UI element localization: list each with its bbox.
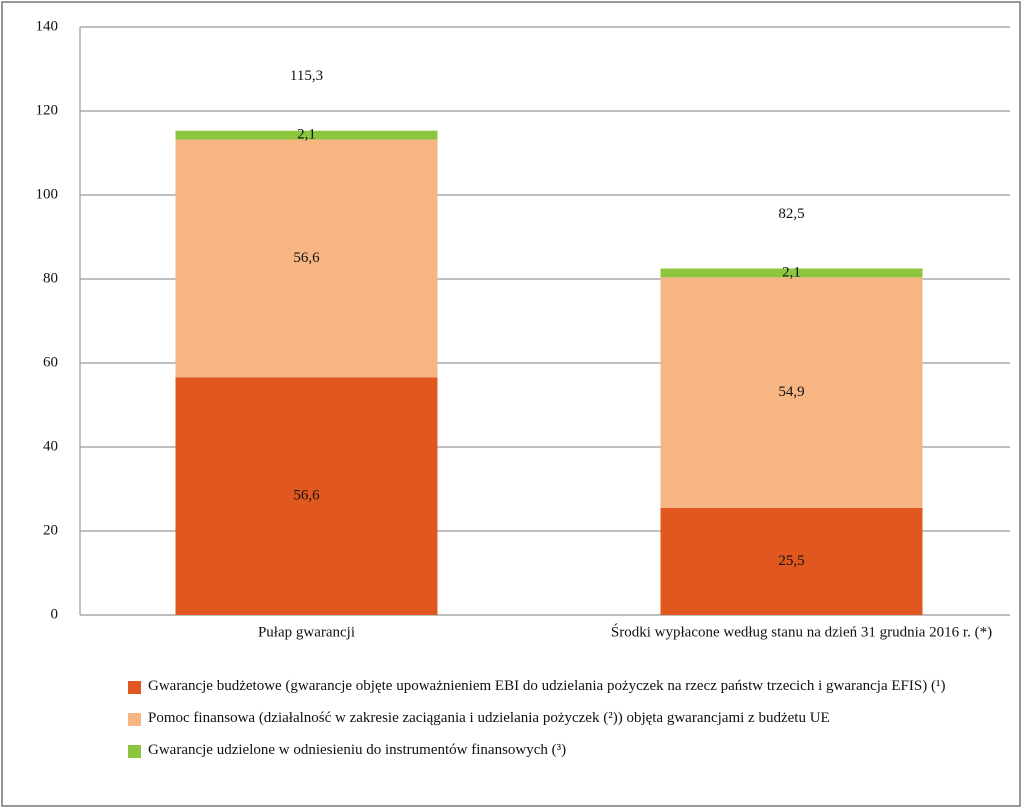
x-tick-label: Pułap gwarancji: [258, 624, 355, 640]
total-label: 82,5: [778, 206, 804, 222]
legend-item: Gwarancje budżetowe (gwarancje objęte up…: [128, 676, 1008, 696]
bar-segment: [660, 277, 923, 508]
legend-label: Gwarancje budżetowe (gwarancje objęte up…: [148, 678, 946, 694]
data-label: 2,1: [782, 264, 801, 280]
total-label: 115,3: [290, 68, 323, 84]
y-tick-label: 40: [43, 438, 58, 454]
bar-segment: [660, 507, 923, 615]
y-tick-label: 60: [43, 354, 58, 370]
data-label: 25,5: [778, 553, 804, 569]
y-tick-label: 120: [36, 102, 59, 118]
legend-swatch: [128, 745, 141, 758]
data-label: 2,1: [297, 127, 316, 143]
bar-segment: [660, 268, 923, 278]
legend-label: Gwarancje udzielone w odniesieniu do ins…: [148, 742, 567, 758]
bar-segment: [175, 139, 438, 378]
legend-label: Pomoc finansowa (działalność w zakresie …: [148, 710, 830, 726]
data-label: 56,6: [293, 488, 320, 504]
y-tick-label: 20: [43, 522, 58, 538]
y-tick-label: 140: [36, 18, 59, 34]
x-tick-label: Środki wypłacone według stanu na dzień 3…: [611, 623, 992, 640]
legend-item: Gwarancje udzielone w odniesieniu do ins…: [128, 740, 1008, 760]
y-tick-label: 0: [51, 606, 59, 622]
legend-swatch: [128, 713, 141, 726]
data-label: 56,6: [293, 250, 320, 266]
legend-swatch: [128, 681, 141, 694]
y-tick-label: 100: [36, 186, 59, 202]
bar-segment: [175, 377, 438, 615]
bar-segment: [175, 130, 438, 140]
legend: Gwarancje budżetowe (gwarancje objęte up…: [128, 676, 1008, 772]
y-tick-label: 80: [43, 270, 58, 286]
legend-item: Pomoc finansowa (działalność w zakresie …: [128, 708, 1008, 728]
data-label: 54,9: [778, 384, 804, 400]
